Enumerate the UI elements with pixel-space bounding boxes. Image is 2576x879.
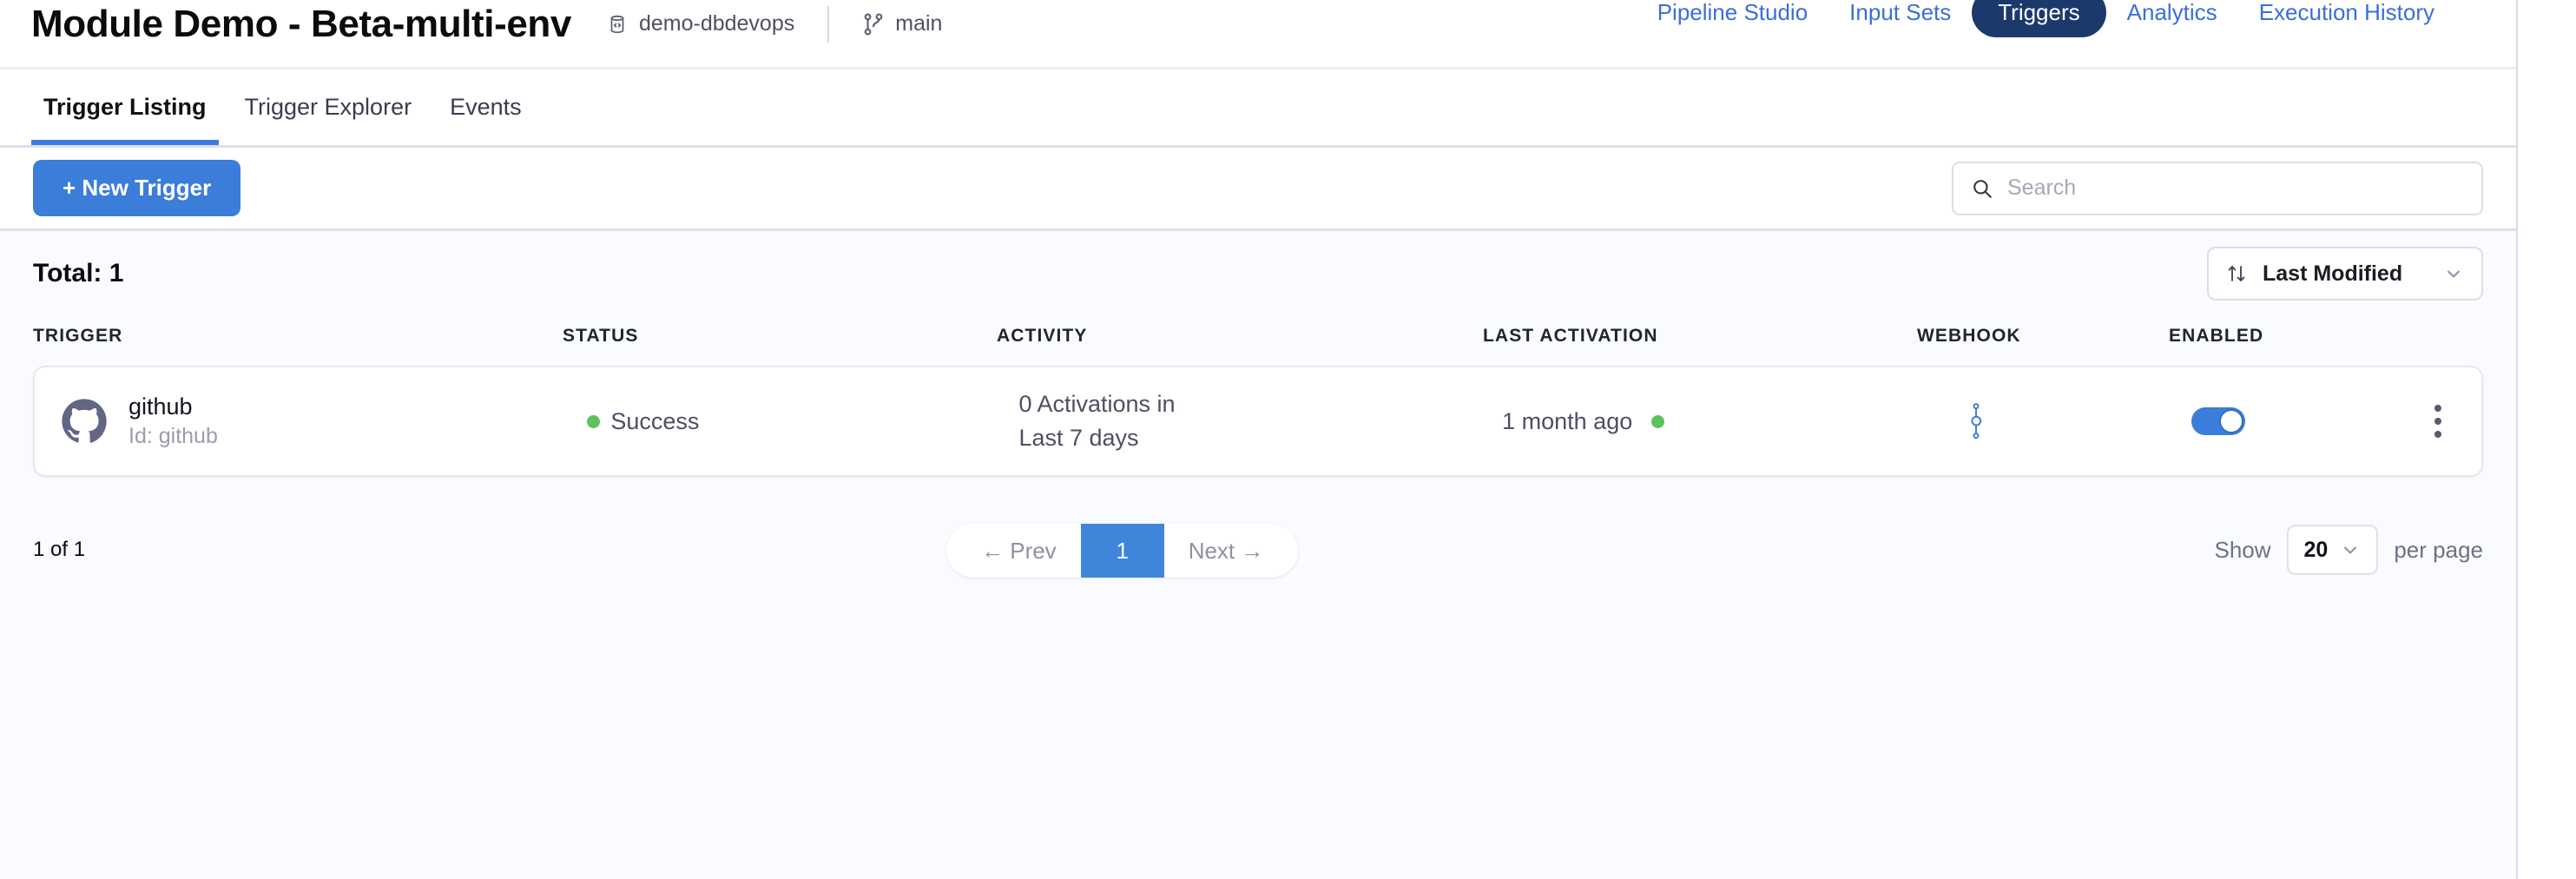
activity-cell: 0 Activations in Last 7 days bbox=[1018, 387, 1502, 455]
toggle-knob bbox=[2218, 409, 2243, 433]
show-label: Show bbox=[2214, 536, 2271, 563]
search-box[interactable] bbox=[1952, 161, 2483, 215]
pagination-bar: 1 of 1 ← Prev 1 Next → Show 20 per page bbox=[0, 503, 2516, 597]
chevron-down-icon bbox=[2340, 539, 2361, 560]
sort-dropdown[interactable]: Last Modified bbox=[2207, 247, 2483, 301]
tab-trigger-listing[interactable]: Trigger Listing bbox=[31, 94, 219, 145]
trigger-id: Id: github bbox=[128, 424, 218, 449]
new-trigger-button[interactable]: + New Trigger bbox=[33, 160, 241, 216]
column-header-webhook: WEBHOOK bbox=[1917, 326, 2021, 346]
top-header: Module Demo - Beta-multi-env demo-dbdevo… bbox=[0, 0, 2516, 69]
nav-pipeline-studio[interactable]: Pipeline Studio bbox=[1657, 0, 1808, 25]
trigger-name: github bbox=[128, 393, 193, 420]
trigger-tabs: Trigger Listing Trigger Explorer Events bbox=[0, 69, 2516, 148]
code-repository-icon bbox=[606, 13, 629, 36]
webhook-cell bbox=[1934, 402, 2184, 440]
tab-trigger-explorer[interactable]: Trigger Explorer bbox=[244, 94, 412, 120]
activity-text: 0 Activations in Last 7 days bbox=[1018, 390, 1176, 451]
next-page-button[interactable]: Next → bbox=[1188, 537, 1264, 564]
tab-events[interactable]: Events bbox=[450, 94, 522, 120]
kebab-menu-icon[interactable] bbox=[2434, 405, 2441, 438]
git-branch-icon bbox=[862, 12, 885, 36]
nav-execution-history[interactable]: Execution History bbox=[2258, 0, 2434, 25]
row-actions-cell bbox=[2434, 405, 2455, 438]
summary-bar: Total: 1 Last Modified bbox=[0, 231, 2516, 316]
sort-value: Last Modified bbox=[2263, 261, 2403, 286]
last-activation-dot-icon bbox=[1651, 414, 1665, 428]
search-icon bbox=[1971, 177, 1993, 200]
nav-analytics[interactable]: Analytics bbox=[2126, 0, 2217, 25]
repo-chip[interactable]: demo-dbdevops bbox=[606, 11, 794, 36]
status-dot-icon bbox=[587, 414, 601, 428]
github-icon bbox=[61, 398, 108, 445]
prev-page-button[interactable]: ← Prev bbox=[981, 537, 1057, 564]
trigger-name-block: github Id: github bbox=[128, 391, 218, 452]
column-header-last-activation: LAST ACTIVATION bbox=[1483, 326, 1658, 346]
repo-name: demo-dbdevops bbox=[638, 11, 795, 36]
last-activation-cell: 1 month ago bbox=[1502, 408, 1934, 435]
project-identity: Module Demo - Beta-multi-env demo-dbdevo… bbox=[0, 3, 942, 46]
search-input[interactable] bbox=[2007, 175, 2464, 201]
module-nav: Pipeline Studio Input Sets Triggers Anal… bbox=[1637, 0, 2455, 37]
column-header-enabled: ENABLED bbox=[2169, 326, 2264, 346]
action-bar: + New Trigger bbox=[0, 148, 2516, 231]
status-badge: Success bbox=[610, 407, 700, 434]
table-row[interactable]: github Id: github Success 0 Activations … bbox=[33, 366, 2483, 477]
enabled-toggle[interactable] bbox=[2191, 407, 2245, 435]
nav-triggers[interactable]: Triggers bbox=[1972, 0, 2106, 37]
last-activation-text: 1 month ago bbox=[1502, 407, 1633, 434]
branch-chip[interactable]: main bbox=[862, 11, 942, 36]
column-header-activity: ACTIVITY bbox=[997, 326, 1088, 346]
status-cell: Success bbox=[587, 408, 1018, 435]
header-divider bbox=[827, 5, 830, 43]
page-number-1[interactable]: 1 bbox=[1080, 524, 1164, 578]
column-header-status: STATUS bbox=[563, 326, 639, 346]
pagination-controls: ← Prev 1 Next → bbox=[946, 524, 1299, 578]
trigger-cell: github Id: github bbox=[61, 391, 587, 452]
per-page-value: 20 bbox=[2303, 537, 2329, 562]
column-header-trigger: TRIGGER bbox=[33, 326, 123, 346]
per-page-suffix: per page bbox=[2394, 536, 2483, 563]
triggers-page: Module Demo - Beta-multi-env demo-dbdevo… bbox=[0, 0, 2518, 879]
webhook-link-icon[interactable] bbox=[1965, 402, 1987, 440]
page-title: Module Demo - Beta-multi-env bbox=[31, 2, 571, 45]
per-page-group: Show 20 per page bbox=[2214, 525, 2483, 575]
chevron-down-icon bbox=[2443, 263, 2464, 284]
per-page-dropdown[interactable]: 20 bbox=[2286, 525, 2379, 575]
enabled-cell bbox=[2184, 407, 2434, 435]
nav-input-sets[interactable]: Input Sets bbox=[1849, 0, 1952, 25]
total-count: Total: 1 bbox=[33, 259, 124, 287]
branch-name: main bbox=[895, 11, 943, 36]
table-header: TRIGGER STATUS ACTIVITY LAST ACTIVATION … bbox=[0, 316, 2516, 356]
sort-arrows-icon bbox=[2226, 262, 2247, 285]
page-range-label: 1 of 1 bbox=[33, 538, 86, 561]
